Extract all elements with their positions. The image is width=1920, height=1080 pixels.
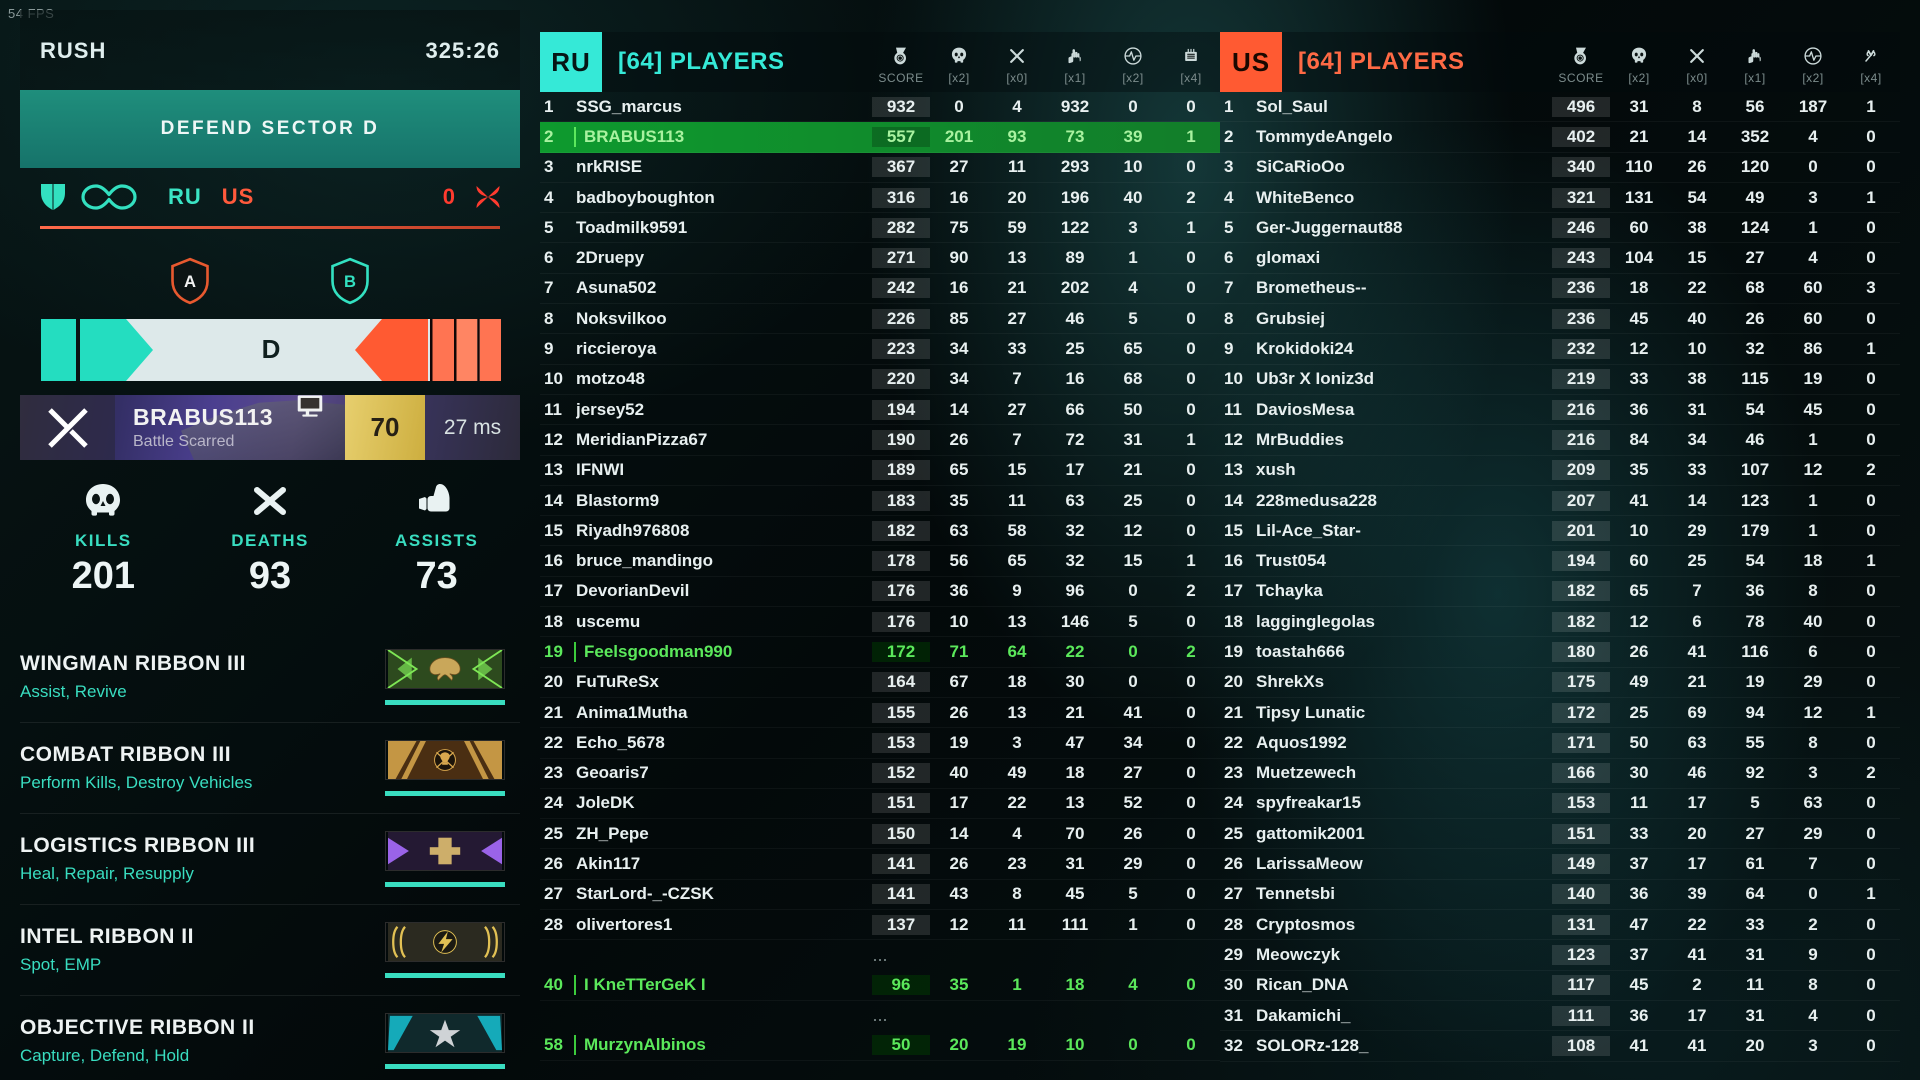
svg-text:A: A (184, 272, 196, 291)
svg-text:B: B (344, 272, 356, 291)
svg-text:D: D (262, 334, 281, 364)
